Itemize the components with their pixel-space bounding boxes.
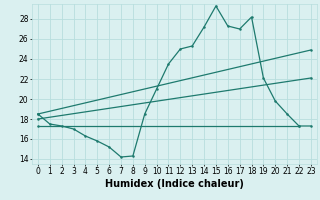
X-axis label: Humidex (Indice chaleur): Humidex (Indice chaleur) (105, 179, 244, 189)
